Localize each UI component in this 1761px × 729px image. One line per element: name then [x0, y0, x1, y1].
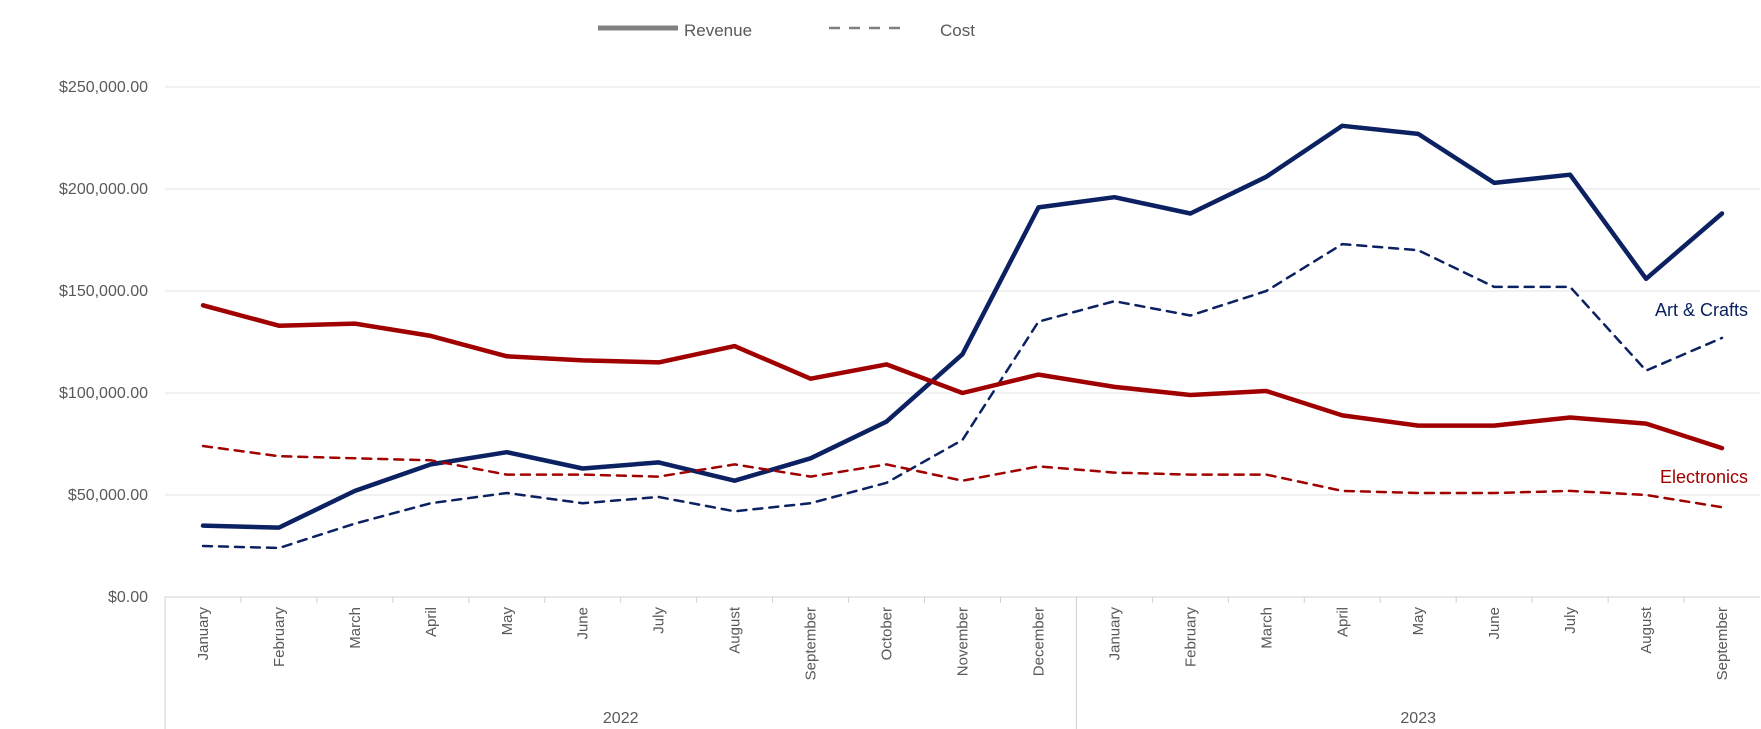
x-tick-label: July — [651, 607, 668, 634]
x-tick-label: August — [1638, 606, 1655, 654]
x-tick-label: May — [1410, 607, 1427, 636]
x-tick-label: July — [1562, 607, 1579, 634]
year-label: 2022 — [603, 710, 639, 727]
y-tick-label: $150,000.00 — [59, 283, 148, 300]
series-label: Electronics — [1660, 467, 1748, 487]
x-tick-label: June — [575, 607, 592, 640]
year-group-labels: 2022 2023 — [164, 597, 1436, 729]
x-tick-label: February — [271, 607, 288, 668]
x-tick-label: April — [423, 607, 440, 637]
x-tick-label: January — [195, 607, 212, 661]
x-tick-label: December — [1030, 607, 1047, 676]
gridlines — [165, 86, 1760, 598]
y-tick-label: $0.00 — [108, 589, 148, 606]
y-tick-label: $200,000.00 — [59, 181, 148, 198]
legend-label: Cost — [940, 21, 975, 40]
x-tick-label: May — [499, 607, 516, 636]
electronics-revenue-line — [200, 303, 1725, 451]
y-tick-label: $250,000.00 — [59, 79, 148, 96]
art-crafts-cost-line — [201, 242, 1724, 550]
x-tick-label: March — [347, 607, 364, 649]
x-tick-label: August — [727, 606, 744, 654]
x-tick-label: March — [1258, 607, 1275, 649]
y-tick-label: $100,000.00 — [59, 385, 148, 402]
art-crafts-revenue-line — [200, 123, 1725, 530]
legend: Revenue Cost — [598, 21, 975, 40]
x-tick-label: October — [879, 607, 896, 660]
year-label: 2023 — [1400, 710, 1436, 727]
x-tick-label: June — [1486, 607, 1503, 640]
x-tick-label: January — [1106, 607, 1123, 661]
electronics-cost-line — [201, 444, 1724, 509]
legend-label: Revenue — [684, 21, 752, 40]
y-tick-label: $50,000.00 — [68, 487, 148, 504]
x-tick-label: September — [1714, 607, 1731, 680]
x-tick-label: February — [1182, 607, 1199, 668]
y-axis-ticks: $0.00 $50,000.00 $100,000.00 $150,000.00 $20… — [59, 79, 148, 606]
series-label: Art & Crafts — [1655, 300, 1748, 320]
x-tick-label: September — [803, 607, 820, 680]
x-tick-label: November — [955, 607, 972, 676]
series-labels: Art & Crafts Electronics — [1655, 300, 1748, 487]
x-axis-ticks: January February March April May June July Augu… — [164, 597, 1731, 680]
series-lines — [200, 123, 1725, 550]
x-tick-label: April — [1334, 607, 1351, 637]
